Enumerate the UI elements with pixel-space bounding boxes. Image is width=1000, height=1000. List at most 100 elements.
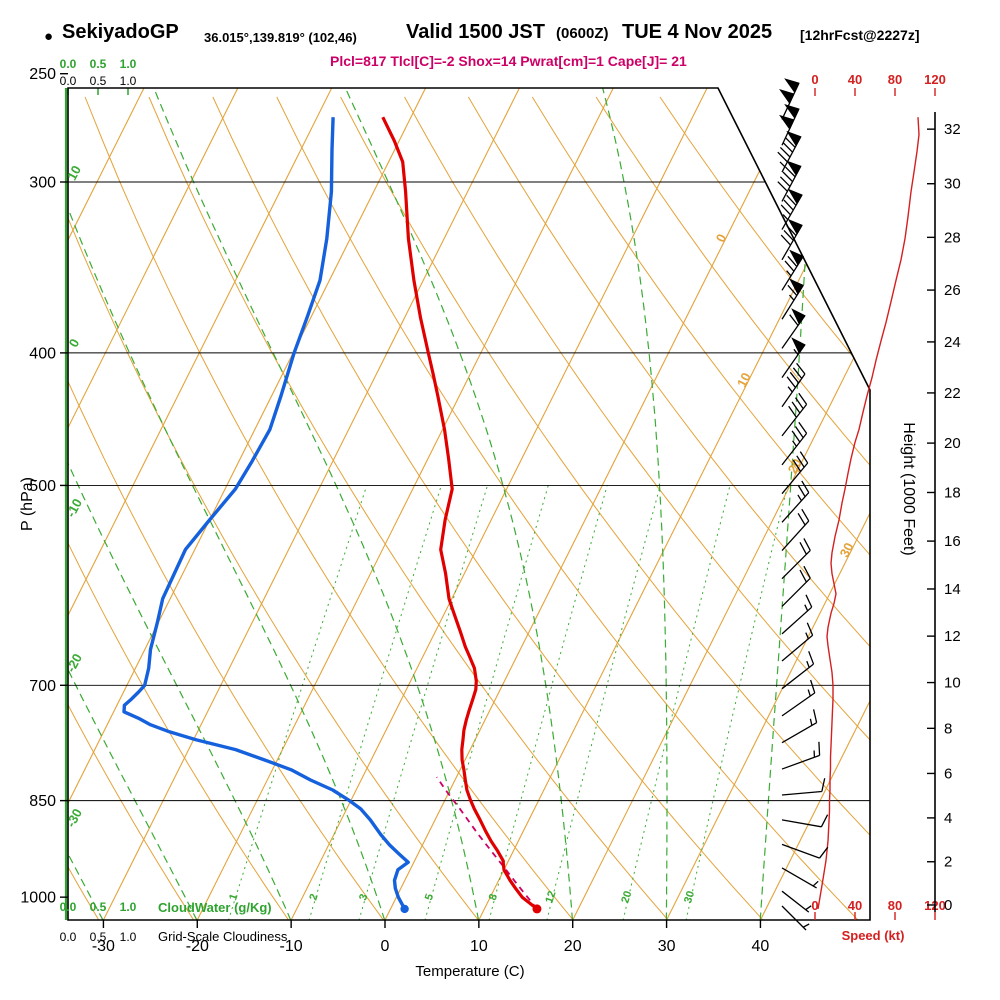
moist-adiabat-label: 10 xyxy=(64,163,84,183)
temperature-tick-label: -20 xyxy=(186,938,209,955)
height-tick-label: 0 xyxy=(944,897,952,914)
cloudwater-tick-label: 0.5 xyxy=(90,900,107,914)
wind-barb xyxy=(781,905,810,931)
pressure-tick-label: 250 xyxy=(29,66,56,83)
wind-barb xyxy=(781,843,829,859)
cloudiness-tick-label: 1.0 xyxy=(120,930,137,944)
height-tick-label: 10 xyxy=(944,675,961,692)
temperature-tick-label: 10 xyxy=(470,938,488,955)
wind-barb xyxy=(781,255,804,291)
surface-temperature-dot xyxy=(532,904,542,914)
mixing-ratio-line xyxy=(308,485,442,920)
mixing-ratio-label: 12 xyxy=(543,889,558,904)
isotherm-line xyxy=(68,88,239,920)
pressure-tick-label: 850 xyxy=(29,793,56,810)
temperature-tick-label: -30 xyxy=(92,938,115,955)
background-grid xyxy=(68,88,870,920)
wind-barb-flag xyxy=(779,103,800,130)
isotherm-label: 30 xyxy=(837,540,857,560)
mixing-ratio-label: 3 xyxy=(357,892,370,902)
pressure-tick-label: 700 xyxy=(29,678,56,695)
isotherm-line xyxy=(290,88,708,920)
valid-date: TUE 4 Nov 2025 xyxy=(622,21,773,43)
mixing-ratio-line xyxy=(227,485,368,920)
height-tick-label: 24 xyxy=(944,334,961,351)
wind-barb-flag xyxy=(789,249,804,266)
parcel-curve xyxy=(435,776,538,910)
wind-barb xyxy=(781,508,810,552)
wind-barb xyxy=(781,890,812,913)
wind-barb xyxy=(777,165,802,202)
dry-adiabat xyxy=(68,96,385,920)
pressure-axis-label: P (hPa) xyxy=(19,477,36,531)
wind-barb-flag xyxy=(789,278,804,295)
wind-barb xyxy=(781,362,806,408)
dry-adiabat xyxy=(467,96,870,920)
cloudwater-tick-label: 0.0 xyxy=(60,900,77,914)
stability-indices: Plcl=817 Tlcl[C]=-2 Shox=14 Pwrat[cm]=1 … xyxy=(330,53,687,69)
temperature-tick-label: 0 xyxy=(381,938,390,955)
wind-barb xyxy=(780,224,803,261)
mixing-ratio-line xyxy=(622,485,731,920)
isotherm-label: 10 xyxy=(734,370,754,390)
height-tick-label: 4 xyxy=(944,810,952,827)
speed-tick-label: 40 xyxy=(848,898,862,913)
isotherm-line xyxy=(666,88,870,920)
height-tick-label: 8 xyxy=(944,720,952,737)
dry-adiabat xyxy=(68,96,195,920)
cloudiness-tick-label: 0.5 xyxy=(90,930,107,944)
dry-adiabat xyxy=(531,96,870,920)
height-tick-label: 12 xyxy=(944,628,961,645)
height-tick-label: 2 xyxy=(944,854,952,871)
cloudiness-axis-label: Grid-Scale Cloudiness xyxy=(158,929,288,944)
temperature-curve xyxy=(381,116,538,911)
mixing-ratio-label: 30 xyxy=(682,890,697,905)
wind-barb xyxy=(777,136,802,173)
wind-barb xyxy=(781,538,811,580)
isotherm-line xyxy=(68,88,427,920)
cloudiness-tick-label: 0.0 xyxy=(60,930,77,944)
speed-tick-label: 0 xyxy=(811,898,818,913)
height-tick-label: 20 xyxy=(944,435,961,452)
height-tick-label: 28 xyxy=(944,229,961,246)
cloudwater-tick-label: 1.0 xyxy=(120,900,137,914)
dry-adiabat xyxy=(723,96,870,920)
wind-barb xyxy=(781,679,816,717)
pressure-tick-label: 400 xyxy=(29,345,56,362)
station-dot-icon: ● xyxy=(44,28,54,45)
height-tick-label: 30 xyxy=(944,176,961,193)
height-axis-label: Height (1000 Feet) xyxy=(900,422,917,556)
valid-utc: (0600Z) xyxy=(556,25,609,42)
moist-adiabat xyxy=(147,88,480,920)
mixing-ratio-label: 20 xyxy=(619,889,634,904)
pressure-tick-label: 1000 xyxy=(20,890,56,907)
wind-barb xyxy=(781,622,814,662)
pressure-tick-label: 500 xyxy=(29,478,56,495)
cloudiness-tick-label: 1.0 xyxy=(120,74,137,88)
speed-tick-label: 80 xyxy=(888,72,902,87)
wind-barb-flag xyxy=(786,160,802,176)
height-tick-label: 6 xyxy=(944,765,952,782)
wind-barb-flag xyxy=(787,218,803,235)
wind-barb xyxy=(781,778,826,796)
moist-adiabat xyxy=(338,88,574,920)
cloudiness-tick-label: 0.0 xyxy=(60,74,77,88)
isotherm-line xyxy=(759,88,870,920)
isotherm-line xyxy=(102,88,520,920)
wind-barb xyxy=(781,709,818,744)
wind-barb xyxy=(781,651,815,690)
isotherm-line xyxy=(196,88,614,920)
mixing-ratio-label: 2 xyxy=(307,892,320,902)
wind-barb-flag xyxy=(786,130,802,147)
dry-adiabat xyxy=(340,96,870,920)
speed-tick-label: 0 xyxy=(811,72,818,87)
height-tick-label: 26 xyxy=(944,282,961,299)
dry-adiabat xyxy=(659,96,870,920)
wind-barb xyxy=(781,565,811,607)
mixing-ratio-label: 1 xyxy=(227,892,240,902)
isotherm-label: 0 xyxy=(713,231,730,244)
height-tick-label: 18 xyxy=(944,485,961,502)
wind-barbs xyxy=(777,78,829,931)
cloudiness-tick-label: 0.5 xyxy=(90,74,107,88)
dry-adiabat xyxy=(68,96,290,920)
